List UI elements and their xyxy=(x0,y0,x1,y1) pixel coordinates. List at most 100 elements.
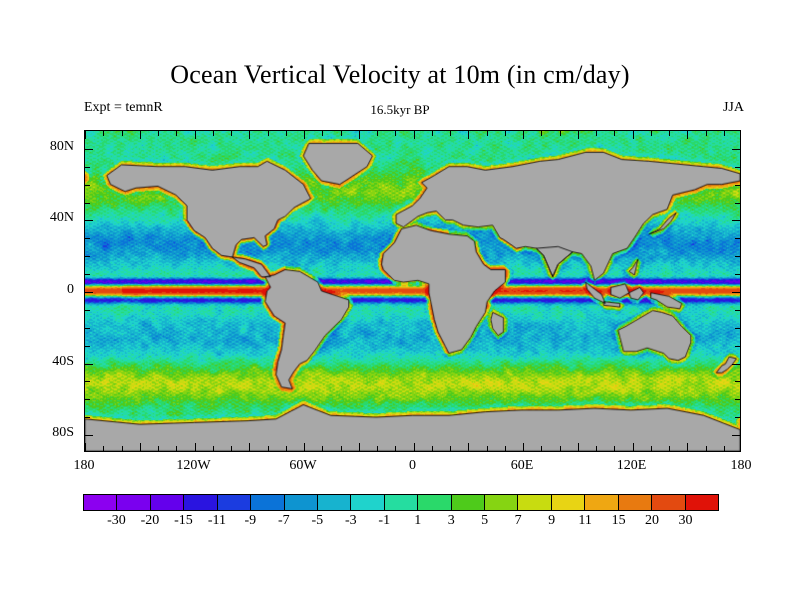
period-label: 16.5kyr BP xyxy=(370,102,430,117)
axis-tick xyxy=(231,131,232,136)
axis-tick xyxy=(705,446,707,451)
axis-tick xyxy=(176,131,178,136)
colorbar-tick-label: -5 xyxy=(311,513,324,528)
colorbar-cell xyxy=(150,495,185,510)
season-label: JJA xyxy=(722,100,744,115)
x-tick-label: 120E xyxy=(616,458,647,473)
axis-tick xyxy=(85,443,86,451)
axis-tick xyxy=(450,131,451,136)
axis-tick xyxy=(85,238,90,240)
axis-tick xyxy=(377,131,378,136)
colorbar-tick-label: -9 xyxy=(244,513,257,528)
colorbar-tick-label: -20 xyxy=(140,513,160,528)
ocean-vertical-velocity-heatmap xyxy=(85,131,740,451)
axis-tick xyxy=(85,381,90,383)
axis-tick xyxy=(158,131,159,136)
colorbar-cell xyxy=(451,495,486,510)
axis-tick xyxy=(732,363,740,365)
axis-tick xyxy=(431,131,433,136)
colorbar-cell xyxy=(84,495,118,510)
axis-tick xyxy=(85,256,90,258)
axis-tick xyxy=(687,443,689,451)
axis-tick xyxy=(541,446,543,451)
y-tick-label: 80N xyxy=(49,138,74,154)
colorbar-tick-label: 11 xyxy=(578,513,592,528)
axis-tick xyxy=(735,381,740,383)
axis-tick xyxy=(735,274,740,276)
axis-tick xyxy=(85,435,93,437)
axis-tick xyxy=(732,148,740,150)
axis-tick xyxy=(194,443,196,451)
axis-tick xyxy=(687,131,689,139)
x-tick-label: 0 xyxy=(409,458,416,473)
axis-tick xyxy=(723,446,725,451)
axis-tick xyxy=(523,131,524,139)
x-tick-label: 60W xyxy=(289,458,317,473)
axis-tick xyxy=(212,446,214,451)
axis-tick xyxy=(614,446,616,451)
page-title: Ocean Vertical Velocity at 10m (in cm/da… xyxy=(170,60,630,89)
colorbar-cell xyxy=(384,495,419,510)
axis-tick xyxy=(85,309,90,311)
axis-tick xyxy=(121,131,123,136)
colorbar-tick-label: 3 xyxy=(447,513,455,528)
colorbar-tick-label: -3 xyxy=(344,513,357,528)
axis-tick xyxy=(139,443,141,451)
x-tick-label: 180 xyxy=(73,458,95,473)
axis-tick xyxy=(340,446,342,451)
axis-tick xyxy=(103,446,105,451)
axis-tick xyxy=(85,220,93,222)
axis-tick xyxy=(732,220,740,222)
subtitle-row: Expt = temnR 16.5kyr BP JJA xyxy=(0,100,800,120)
colorbar xyxy=(83,494,719,511)
axis-tick xyxy=(85,148,93,150)
axis-tick xyxy=(431,446,433,451)
axis-tick xyxy=(340,131,342,136)
colorbar-tick-label: 1 xyxy=(414,513,422,528)
colorbar-tick-label: 7 xyxy=(514,513,522,528)
axis-tick xyxy=(85,327,90,329)
colorbar-tick-label: -7 xyxy=(277,513,290,528)
axis-tick xyxy=(176,446,178,451)
axis-tick xyxy=(231,446,232,451)
axis-tick xyxy=(669,131,670,136)
y-tick-label: 40S xyxy=(52,353,74,369)
axis-tick xyxy=(285,446,287,451)
axis-tick xyxy=(413,131,415,139)
axis-tick xyxy=(377,446,378,451)
colorbar-tick-label: -30 xyxy=(107,513,126,528)
axis-tick xyxy=(468,443,470,451)
axis-tick xyxy=(723,131,725,136)
colorbar-cell xyxy=(652,495,686,510)
axis-tick xyxy=(632,443,634,451)
x-tick-label: 180 xyxy=(730,458,752,473)
colorbar-cell xyxy=(251,495,285,510)
axis-tick xyxy=(194,131,196,139)
axis-tick xyxy=(577,443,579,451)
axis-tick xyxy=(559,446,561,451)
colorbar-tick-label: 20 xyxy=(645,513,660,528)
colorbar-cell xyxy=(551,495,586,510)
colorbar-tick-label: 9 xyxy=(548,513,556,528)
colorbar-cell xyxy=(518,495,552,510)
colorbar-tick-label: 30 xyxy=(678,513,693,528)
axis-tick xyxy=(735,166,740,168)
colorbar-tick-label: 15 xyxy=(611,513,626,528)
map-plot-area xyxy=(84,130,741,452)
axis-tick xyxy=(139,131,141,139)
x-tick-label: 60E xyxy=(510,458,534,473)
axis-tick xyxy=(732,435,740,437)
axis-tick xyxy=(559,131,561,136)
axis-tick xyxy=(735,417,740,419)
axis-tick xyxy=(669,446,670,451)
colorbar-cell xyxy=(485,495,519,510)
colorbar-tick-label: -1 xyxy=(378,513,391,528)
axis-tick xyxy=(85,184,90,186)
y-tick-label: 80S xyxy=(52,425,74,441)
experiment-label: Expt = temnR xyxy=(84,100,163,115)
axis-tick xyxy=(450,446,451,451)
axis-tick xyxy=(212,131,214,136)
axis-tick xyxy=(304,131,305,139)
axis-tick xyxy=(285,131,287,136)
axis-tick xyxy=(735,238,740,240)
